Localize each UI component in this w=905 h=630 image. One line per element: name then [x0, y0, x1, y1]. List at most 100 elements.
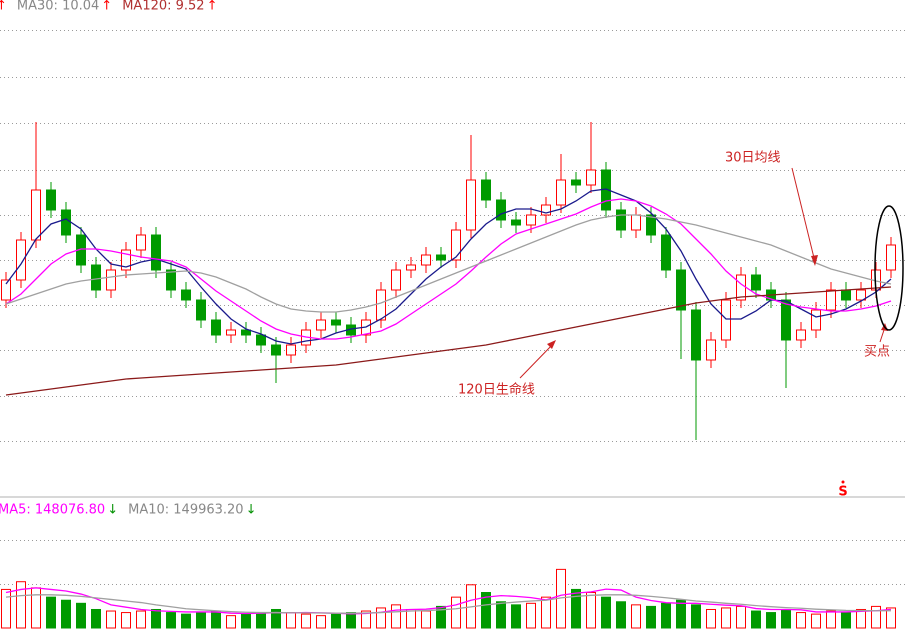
candle-body [151, 234, 161, 271]
candle-body [751, 274, 761, 291]
volume-bar [226, 615, 236, 629]
volume-bar [241, 613, 251, 629]
candle-body [481, 179, 491, 201]
candle-body [526, 214, 536, 226]
volume-bar [16, 581, 26, 629]
volume-bar [586, 592, 596, 629]
candle-body [286, 344, 296, 356]
legend-entry: ↑ [207, 0, 218, 14]
ma-line [5, 198, 892, 340]
legend-entry: ↑ [0, 0, 7, 14]
volume-bar [661, 602, 671, 629]
volume-bar [46, 596, 56, 629]
legend-entry: ↓ [246, 503, 257, 518]
volume-bar [826, 610, 836, 629]
ma-line [5, 214, 892, 313]
volume-bar [481, 592, 491, 629]
signal-dot [841, 480, 845, 484]
candle-body [46, 189, 56, 211]
volume-bar [766, 612, 776, 629]
candle-body [106, 269, 116, 291]
volume-bar [676, 599, 686, 629]
candle-body [886, 244, 896, 271]
annotation: 买点 [864, 345, 890, 360]
volume-bar [196, 612, 206, 629]
arrow-head [547, 340, 556, 349]
volume-bar [751, 610, 761, 629]
candle-body [256, 334, 266, 346]
candle-body [826, 289, 836, 311]
candle-body [166, 269, 176, 291]
legend-entry: ↑ [101, 0, 112, 14]
legend-entry: MA10: 149963.20 [128, 503, 243, 518]
volume-bar [316, 615, 326, 629]
annotation-arrow [791, 167, 816, 263]
legend: MA5: 148076.80 ↓ MA10: 149963.20 ↓ [0, 503, 256, 518]
volume-bar [91, 608, 101, 629]
ma-line [5, 188, 892, 345]
candle-body [691, 309, 701, 361]
candle-body [16, 239, 26, 281]
candle-body [721, 299, 731, 341]
candle-body [376, 289, 386, 321]
legend-entry: ↓ [107, 503, 118, 518]
volume-bar [166, 612, 176, 629]
volume-bar [601, 596, 611, 629]
candle-body [241, 329, 251, 336]
candle-body [796, 329, 806, 341]
candle-body [466, 179, 476, 231]
legend-entry: MA5: 148076.80 [0, 503, 105, 518]
candle-body [226, 329, 236, 336]
candle-body [211, 319, 221, 336]
volume-bar [421, 610, 431, 629]
volume-bar [796, 612, 806, 629]
candle-body [541, 204, 551, 216]
ma-line [5, 286, 892, 396]
arrow-head [811, 255, 818, 266]
volume-bar [691, 604, 701, 629]
volume-bar [526, 602, 536, 629]
volume-bar [781, 608, 791, 629]
volume-bar [646, 605, 656, 629]
candle-body [706, 339, 716, 361]
volume-bar [376, 607, 386, 629]
candle-body [121, 249, 131, 271]
candle-body [556, 179, 566, 206]
candle-body [586, 169, 596, 186]
candle-body [136, 234, 146, 251]
volume-bar [361, 610, 371, 629]
volume-bar [136, 610, 146, 629]
volume-bar [811, 613, 821, 629]
volume-bar [406, 608, 416, 629]
volume-bar [31, 587, 41, 629]
volume-bar [496, 601, 506, 629]
volume-bar [886, 607, 896, 629]
volume-bar [211, 610, 221, 629]
candle-body [811, 309, 821, 331]
volume-bar [346, 612, 356, 629]
ma-line [5, 594, 891, 614]
legend-entry: MA120: 9.52 [122, 0, 204, 14]
candle-body [61, 209, 71, 236]
volume-bar [271, 608, 281, 629]
volume-bar [1, 588, 11, 629]
volume-bar [856, 608, 866, 629]
candle-body [316, 319, 326, 331]
candle-body [31, 189, 41, 241]
volume-bar [631, 604, 641, 629]
candle-body [436, 254, 446, 261]
volume-bar [706, 608, 716, 629]
ma-line [5, 587, 892, 615]
annotation: 120日生命线 [458, 382, 535, 398]
volume-bar [571, 588, 581, 629]
volume-bar [331, 613, 341, 629]
volume-bar [616, 601, 626, 629]
candle-body [661, 234, 671, 271]
candle-body [271, 344, 281, 356]
candle-body [676, 269, 686, 311]
candle-body [856, 289, 866, 301]
volume-bar [871, 605, 881, 629]
volume-bar [736, 605, 746, 629]
annotation: 30日均线 [725, 151, 781, 166]
